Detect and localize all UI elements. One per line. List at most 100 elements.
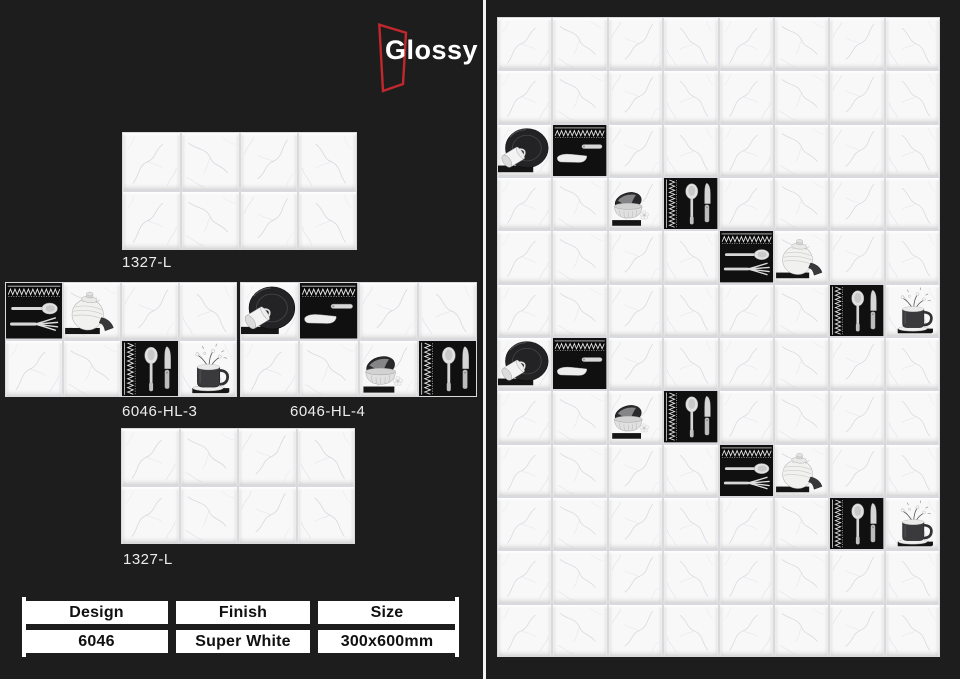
marble-tile <box>497 230 553 284</box>
marble-tile <box>299 339 359 397</box>
decor-teapot-tile <box>63 282 121 340</box>
value-finish: Super White <box>176 630 310 653</box>
marble-tile <box>121 428 180 486</box>
marble-tile <box>773 70 830 124</box>
decor-spoon-tile <box>829 283 885 337</box>
marble-tile <box>663 70 719 124</box>
marble-tile <box>179 282 237 340</box>
table-right-cap <box>455 597 459 657</box>
marble-tile <box>607 550 664 604</box>
marble-tile <box>829 230 885 284</box>
marble-tile <box>718 496 774 551</box>
marble-tile <box>497 176 553 231</box>
marble-tile <box>296 428 355 486</box>
marble-tile <box>497 550 553 604</box>
marble-tile <box>552 390 608 444</box>
marble-tile <box>718 283 774 337</box>
tile-sample-6046-hl4 <box>240 282 477 397</box>
marble-tile <box>240 339 300 397</box>
decor-bowl-tile <box>607 390 664 444</box>
marble-tile <box>718 603 774 657</box>
panel-divider-line <box>483 0 486 679</box>
marble-tile <box>829 17 885 71</box>
marble-tile <box>884 336 940 391</box>
marble-tile <box>238 486 297 544</box>
marble-tile <box>829 176 885 231</box>
decor-plate-tile <box>497 336 553 391</box>
marble-tile <box>884 123 940 177</box>
decor-spoon-tile <box>417 339 477 397</box>
marble-tile <box>663 123 719 177</box>
decor-spoon-tile <box>829 496 885 551</box>
marble-tile <box>607 70 664 124</box>
spec-table: Design Finish Size 6046 Super White 300x… <box>22 597 459 657</box>
marble-tile <box>718 176 774 231</box>
decor-spoon-tile <box>663 176 719 231</box>
decor-plate-tile <box>497 123 553 177</box>
marble-tile <box>607 123 664 177</box>
spec-table-value-row: 6046 Super White 300x600mm <box>25 630 456 653</box>
marble-tile <box>663 550 719 604</box>
marble-tile <box>122 191 181 250</box>
header-finish: Finish <box>176 601 310 624</box>
marble-tile <box>552 496 608 551</box>
tile-sample-1327l-bottom <box>121 428 355 544</box>
marble-tile <box>829 603 885 657</box>
marble-tile <box>239 191 299 250</box>
marble-tile <box>773 336 830 391</box>
decor-knife-tile <box>299 282 359 340</box>
value-size: 300x600mm <box>318 630 456 653</box>
marble-tile <box>497 70 553 124</box>
sample-label: 1327-L <box>122 254 172 271</box>
marble-tile <box>497 443 553 497</box>
decor-fork-tile <box>718 443 774 497</box>
decor-knife-tile <box>552 123 608 177</box>
marble-tile <box>829 336 885 391</box>
decor-spoon-tile <box>663 390 719 444</box>
marble-tile <box>552 230 608 284</box>
marble-tile <box>773 603 830 657</box>
sample-label: 6046-HL-3 <box>122 403 198 420</box>
marble-tile <box>884 443 940 497</box>
marble-tile <box>773 123 830 177</box>
marble-tile <box>497 17 553 71</box>
marble-tile <box>884 390 940 444</box>
decor-plate-tile <box>240 282 300 340</box>
marble-tile <box>663 496 719 551</box>
marble-tile <box>663 336 719 391</box>
spec-table-header-row: Design Finish Size <box>25 601 456 624</box>
marble-tile <box>552 17 608 71</box>
marble-tile <box>718 390 774 444</box>
marble-tile <box>663 230 719 284</box>
marble-tile <box>179 486 238 544</box>
marble-tile <box>607 603 664 657</box>
marble-tile <box>773 283 830 337</box>
marble-tile <box>552 603 608 657</box>
decor-teapot-tile <box>773 230 830 284</box>
decor-fork-tile <box>5 282 63 340</box>
brand-name: Glossy <box>385 35 479 65</box>
marble-tile <box>607 17 664 71</box>
decor-mug-tile <box>179 339 237 397</box>
marble-tile <box>417 282 477 340</box>
marble-tile <box>829 550 885 604</box>
marble-tile <box>718 336 774 391</box>
marble-tile <box>296 486 355 544</box>
marble-tile <box>497 496 553 551</box>
marble-tile <box>552 176 608 231</box>
sample-label: 6046-HL-4 <box>290 403 366 420</box>
marble-tile <box>663 603 719 657</box>
decor-spoon-tile <box>121 339 179 397</box>
marble-tile <box>884 17 940 71</box>
marble-tile <box>607 230 664 284</box>
marble-tile <box>663 443 719 497</box>
marble-tile <box>718 70 774 124</box>
marble-tile <box>298 191 357 250</box>
marble-tile <box>718 17 774 71</box>
sample-label: 1327-L <box>123 551 173 568</box>
header-design: Design <box>25 601 168 624</box>
marble-tile <box>239 132 299 191</box>
marble-tile <box>5 339 63 397</box>
marble-tile <box>552 550 608 604</box>
wall-preview-panel <box>497 17 940 657</box>
